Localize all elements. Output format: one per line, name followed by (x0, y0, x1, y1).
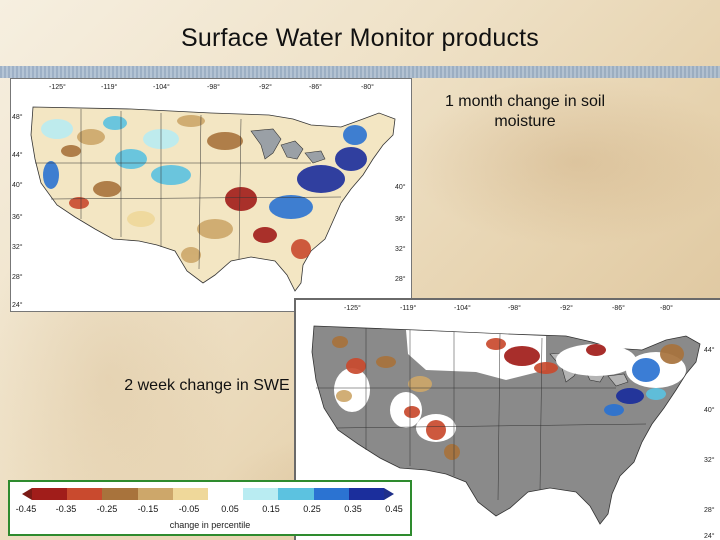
legend-tick: -0.45 (15, 504, 37, 514)
lat-label: 44° (12, 151, 23, 159)
lat-label: 36° (12, 213, 23, 221)
color-legend: -0.45 -0.35 -0.25 -0.15 -0.05 0.05 0.15 … (8, 480, 412, 536)
legend-tick: -0.25 (96, 504, 118, 514)
legend-swatch (348, 488, 385, 500)
map-bottom-lat-labels: 44° 40° 32° 28° 24° (704, 346, 715, 540)
lon-label: -104° (153, 83, 170, 91)
legend-swatch (102, 488, 138, 500)
soil-moisture-map-graphic: -125° -119° -104° -98° -92° -86° -80° 48… (11, 79, 411, 311)
legend-tick: 0.05 (221, 504, 239, 514)
lat-label: 28° (12, 273, 23, 281)
decorative-band (0, 66, 720, 78)
legend-swatch (137, 488, 173, 500)
legend-swatch (32, 488, 68, 500)
state-boundaries (316, 328, 647, 501)
lat-label: 24° (12, 301, 23, 309)
lat-label: 24° (704, 532, 715, 540)
lon-label: -98° (207, 83, 220, 91)
legend-tick: 0.15 (262, 504, 280, 514)
legend-arrow-left-icon (22, 488, 32, 500)
legend-tick: -0.05 (178, 504, 200, 514)
lat-label: 32° (12, 243, 23, 251)
legend-color-bar (22, 488, 394, 500)
lon-label: -119° (101, 83, 117, 91)
lon-label: -98° (508, 304, 521, 312)
lat-label: 48° (12, 113, 23, 121)
lat-label: 40° (12, 181, 23, 189)
legend-swatch (208, 488, 244, 500)
legend-swatch (313, 488, 349, 500)
legend-tick: -0.35 (55, 504, 77, 514)
lon-label: -80° (660, 304, 673, 312)
legend-label: change in percentile (169, 520, 251, 530)
lon-label: -104° (454, 304, 471, 312)
lon-label: -119° (400, 304, 416, 312)
lat-label: 32° (704, 456, 715, 464)
soil-moisture-anomalies (41, 115, 367, 263)
lon-label: -86° (309, 83, 322, 91)
legend-tick: 0.35 (344, 504, 362, 514)
legend-arrow-right-icon (384, 488, 394, 500)
lat-label: 40° (704, 406, 715, 414)
lat-label: 32° (395, 245, 406, 253)
lat-label: 28° (704, 506, 715, 514)
swe-caption: 2 week change in SWE (124, 377, 290, 394)
lat-label: 40° (395, 183, 406, 191)
legend-swatch (67, 488, 103, 500)
state-boundaries (35, 109, 342, 270)
soil-moisture-map: -125° -119° -104° -98° -92° -86° -80° 48… (10, 78, 412, 312)
lon-label: -125° (344, 304, 361, 312)
lon-label: -92° (259, 83, 272, 91)
lon-label: -80° (361, 83, 374, 91)
legend-swatch (172, 488, 209, 500)
legend-tick: 0.25 (303, 504, 321, 514)
lon-label: -125° (49, 83, 66, 91)
map-top-lon-labels: -125° -119° -104° -98° -92° -86° -80° (49, 83, 374, 91)
map-bottom-lon-labels: -125° -119° -104° -98° -92° -86° -80° (344, 304, 673, 312)
lat-label: 44° (704, 346, 715, 354)
legend-swatch (278, 488, 314, 500)
lon-label: -92° (560, 304, 573, 312)
legend-tick: -0.15 (137, 504, 159, 514)
lon-label: -86° (612, 304, 625, 312)
legend-swatch (243, 488, 279, 500)
lat-label: 36° (395, 215, 406, 223)
legend-ticks: -0.45 -0.35 -0.25 -0.15 -0.05 0.05 0.15 … (10, 504, 410, 516)
legend-tick: 0.45 (385, 504, 403, 514)
great-lakes (250, 128, 326, 164)
map-top-lat-labels: 48° 44° 40° 36° 32° 28° 24° 40° 36° 32° … (12, 113, 406, 309)
slide-title: Surface Water Monitor products (181, 24, 539, 52)
lat-label: 28° (395, 275, 406, 283)
soil-moisture-caption: 1 month change in soil moisture (444, 93, 606, 130)
swe-anomalies (332, 336, 684, 460)
